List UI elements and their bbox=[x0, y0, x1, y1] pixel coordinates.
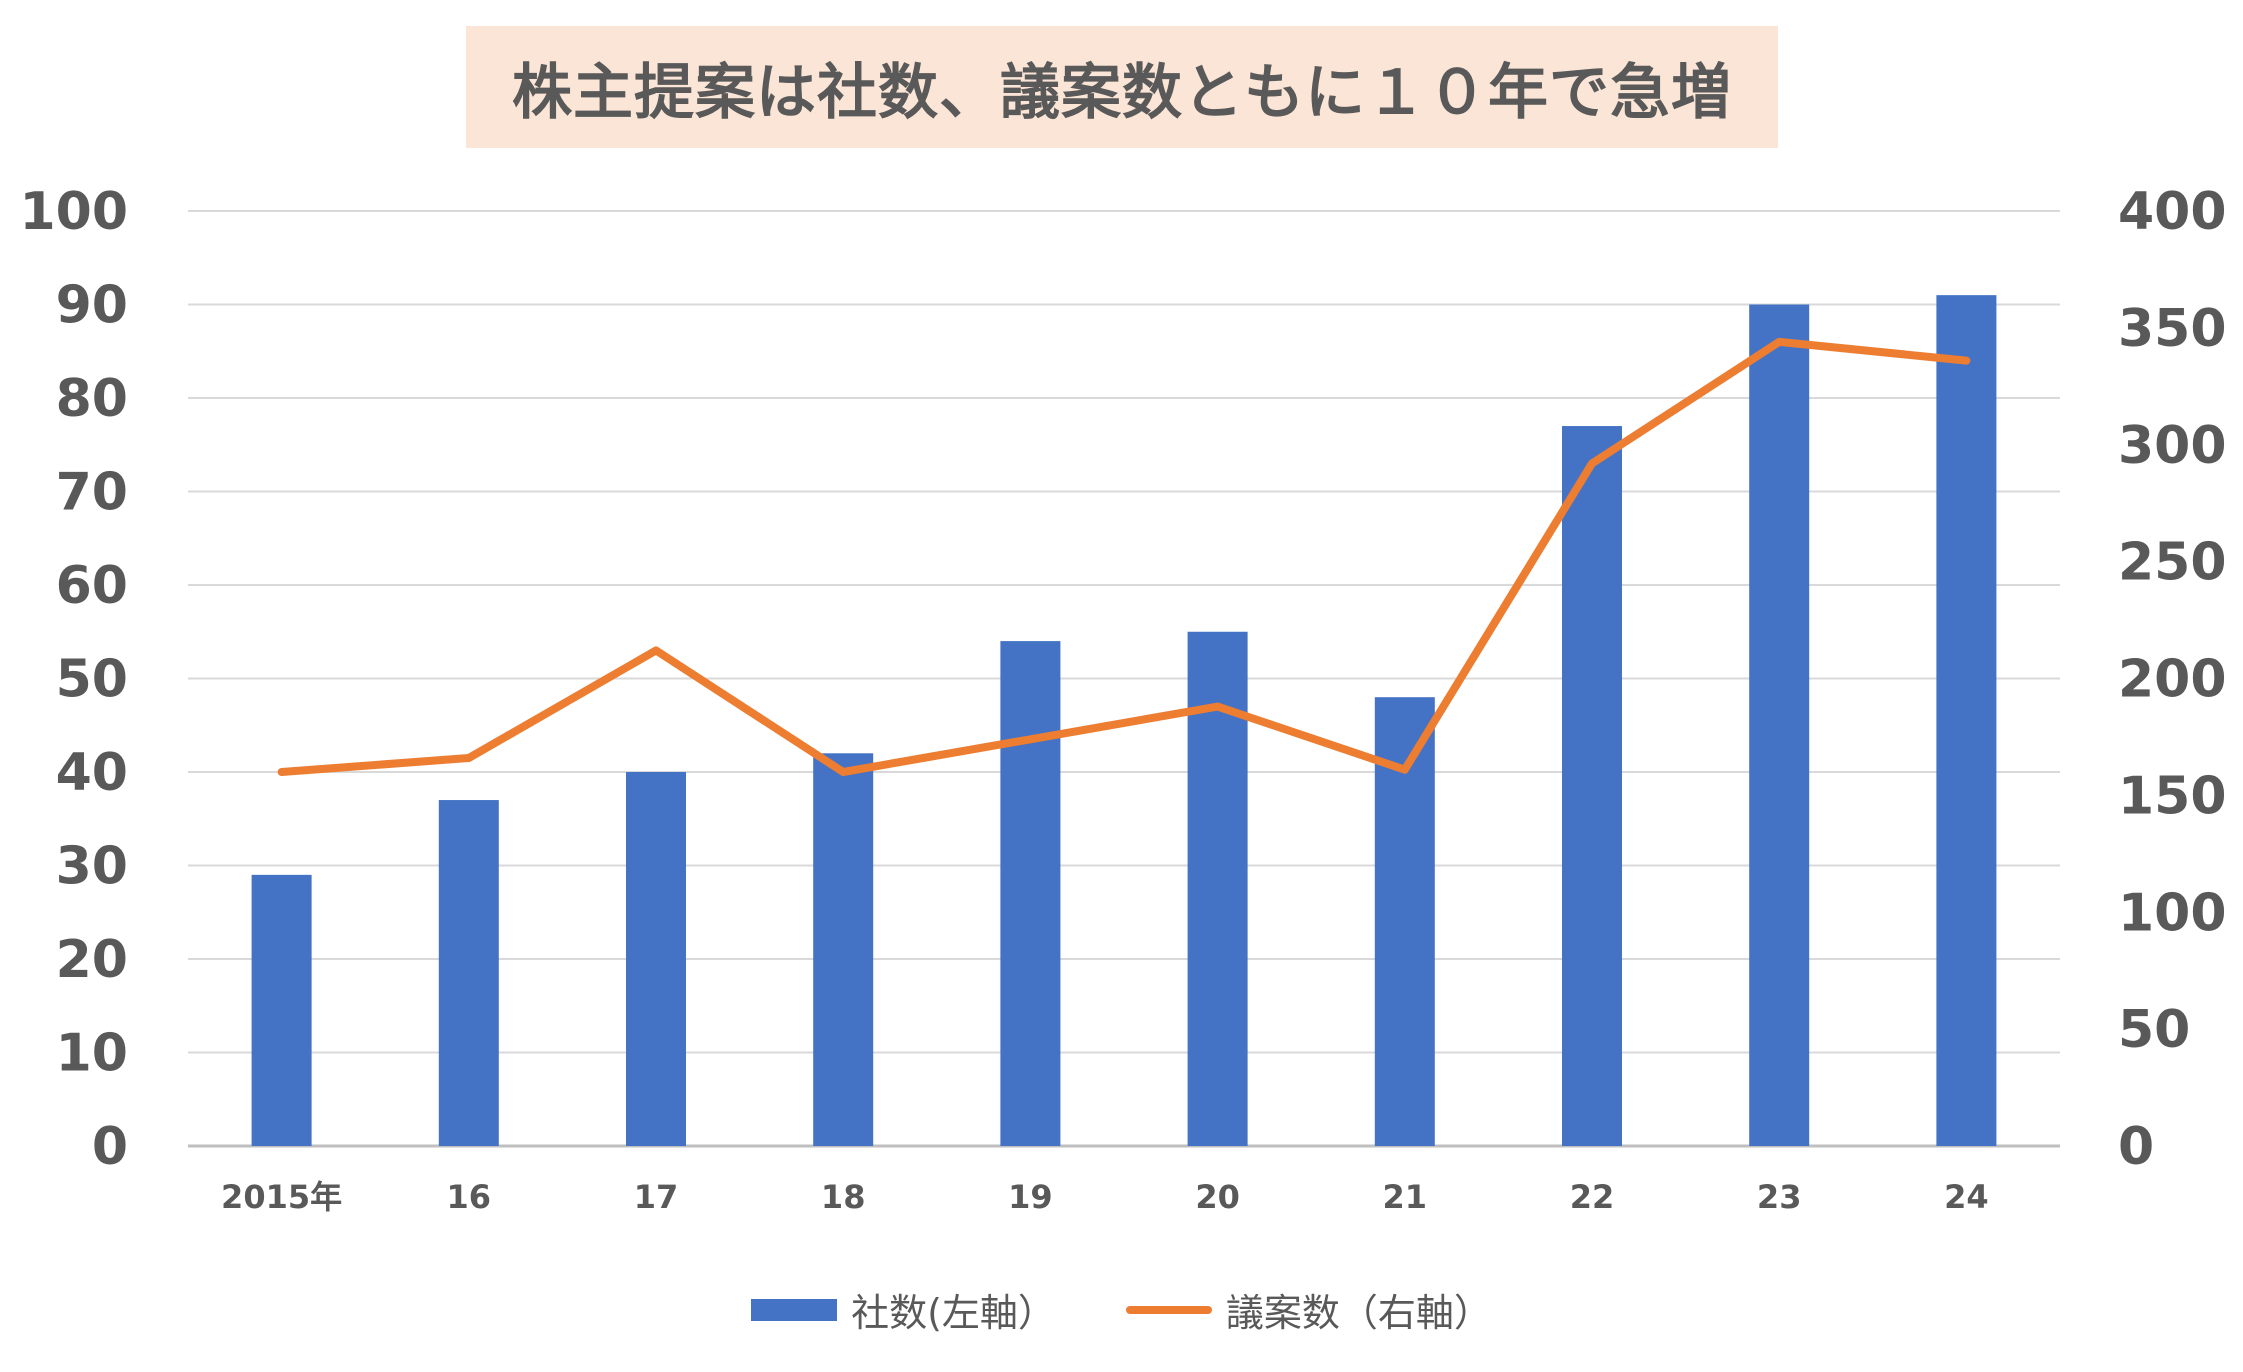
bars bbox=[251, 295, 1997, 1146]
line-point bbox=[1777, 339, 1782, 344]
bar bbox=[438, 800, 499, 1146]
legend: 社数(左軸） 議案数（右軸） bbox=[0, 1282, 2243, 1337]
line-point bbox=[1964, 358, 1969, 363]
chart-title-box: 株主提案は社数、議案数ともに１０年で急増 bbox=[466, 26, 1778, 148]
y-left-tick-label: 50 bbox=[56, 650, 128, 710]
line-point bbox=[1590, 461, 1594, 466]
x-tick-label: 23 bbox=[1757, 1178, 1802, 1216]
legend-label-companies: 社数(左軸） bbox=[851, 1291, 1056, 1335]
legend-item-proposals: 議案数（右軸） bbox=[1125, 1282, 1492, 1337]
bar bbox=[813, 753, 874, 1146]
y-left-tick-label: 40 bbox=[56, 743, 128, 803]
line-point bbox=[466, 755, 471, 760]
y-left-tick-label: 90 bbox=[56, 276, 128, 336]
y-left-tick-label: 60 bbox=[56, 556, 128, 616]
x-axis: 2015年 16 17 18 19 20 21 22 23 24 bbox=[221, 1178, 1989, 1216]
y-right-tick-label: 200 bbox=[2118, 650, 2227, 710]
y-left-tick-label: 80 bbox=[56, 369, 128, 429]
bar bbox=[626, 772, 686, 1146]
bar bbox=[1749, 304, 1810, 1146]
x-tick-label: 19 bbox=[1008, 1178, 1053, 1216]
legend-label-proposals: 議案数（右軸） bbox=[1225, 1291, 1492, 1335]
line-point bbox=[1215, 704, 1220, 709]
line-point bbox=[279, 770, 284, 774]
y-left-tick-label: 30 bbox=[56, 837, 128, 897]
bar bbox=[1000, 641, 1061, 1146]
line-series bbox=[277, 337, 1971, 776]
series-line bbox=[277, 337, 1971, 776]
x-tick-label: 21 bbox=[1383, 1178, 1428, 1216]
line-point bbox=[1028, 737, 1033, 742]
bar bbox=[1562, 426, 1622, 1146]
y-axis-right: 0 50 100 150 200 250 300 350 400 bbox=[2118, 182, 2227, 1177]
x-tick-label: 24 bbox=[1944, 1178, 1989, 1216]
y-left-tick-label: 10 bbox=[56, 1024, 128, 1084]
y-right-tick-label: 400 bbox=[2118, 182, 2227, 242]
y-right-tick-label: 250 bbox=[2118, 533, 2227, 593]
gridlines bbox=[188, 210, 2060, 1148]
y-right-tick-label: 100 bbox=[2118, 883, 2227, 943]
y-right-tick-label: 300 bbox=[2118, 416, 2227, 476]
y-right-tick-label: 350 bbox=[2118, 299, 2227, 359]
y-right-tick-label: 0 bbox=[2118, 1117, 2154, 1177]
legend-bar-swatch bbox=[751, 1298, 838, 1321]
line-point bbox=[654, 648, 658, 653]
y-right-tick-label: 50 bbox=[2118, 1000, 2190, 1060]
x-tick-label: 18 bbox=[821, 1178, 866, 1216]
y-left-tick-label: 100 bbox=[19, 182, 128, 242]
x-tick-label: 2015年 bbox=[221, 1178, 342, 1216]
x-tick-label: 20 bbox=[1195, 1178, 1240, 1216]
chart-title: 株主提案は社数、議案数ともに１０年で急増 bbox=[512, 57, 1732, 128]
legend-item-companies: 社数(左軸） bbox=[751, 1282, 1056, 1337]
line-point bbox=[841, 770, 846, 774]
x-tick-label: 16 bbox=[447, 1178, 492, 1216]
y-right-tick-label: 150 bbox=[2118, 766, 2227, 826]
legend-line-swatch bbox=[1125, 1305, 1212, 1314]
y-axis-left: 0 10 20 30 40 50 60 70 80 90 100 bbox=[19, 182, 128, 1177]
x-tick-label: 22 bbox=[1570, 1178, 1615, 1216]
bar bbox=[251, 874, 312, 1146]
y-left-tick-label: 0 bbox=[92, 1117, 128, 1177]
line-point bbox=[1402, 767, 1407, 772]
y-left-tick-label: 20 bbox=[56, 930, 128, 990]
y-left-tick-label: 70 bbox=[56, 463, 128, 523]
x-tick-label: 17 bbox=[634, 1178, 679, 1216]
bar bbox=[1936, 295, 1997, 1146]
